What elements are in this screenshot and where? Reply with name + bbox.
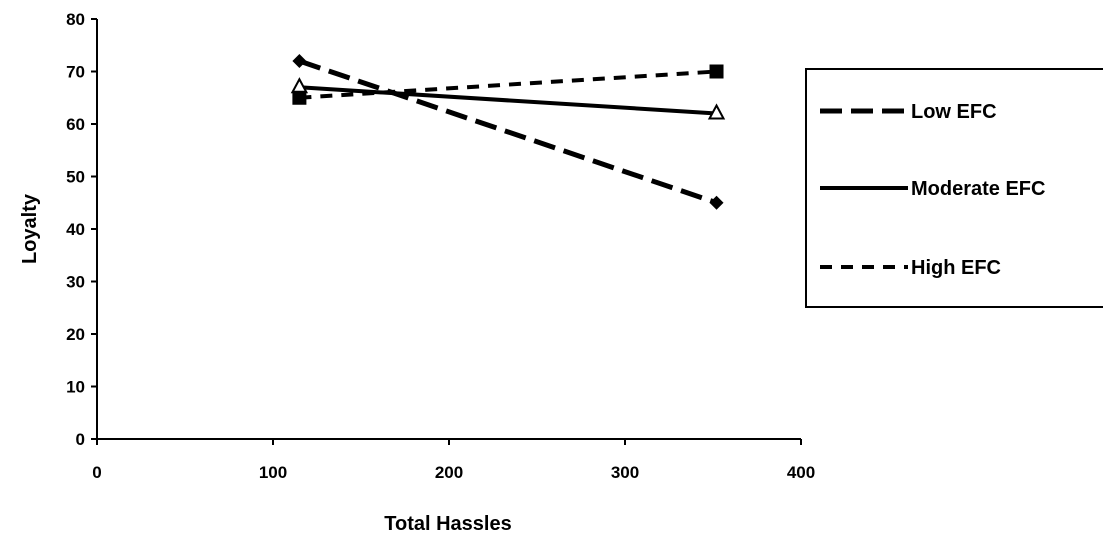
series-line — [299, 69, 717, 100]
y-tick-label: 80 — [66, 10, 85, 29]
y-tick-label: 10 — [66, 378, 85, 397]
series-line — [299, 85, 717, 116]
legend-label: Moderate EFC — [911, 178, 1045, 200]
legend: Low EFC Moderate EFC High EFC — [805, 68, 1103, 308]
x-tick-label: 300 — [611, 463, 639, 482]
series-layer — [290, 54, 726, 210]
diamond-marker — [709, 195, 724, 210]
y-tick-label: 50 — [66, 168, 85, 187]
axes: 0 10 20 30 40 50 60 70 80 0 100 200 300 400 — [66, 10, 815, 482]
series-high-efc — [292, 64, 724, 105]
series-moderate-efc — [290, 77, 726, 120]
y-tick-label: 70 — [66, 63, 85, 82]
y-tick-label: 60 — [66, 115, 85, 134]
y-tick-label: 0 — [76, 430, 85, 449]
series-low-efc — [292, 54, 724, 210]
legend-label: High EFC — [911, 257, 1001, 279]
x-tick-label: 200 — [435, 463, 463, 482]
x-axis-title: Total Hassles — [384, 513, 511, 535]
y-tick-label: 20 — [66, 325, 85, 344]
legend-label: Low EFC — [911, 101, 997, 123]
square-marker — [709, 64, 724, 79]
y-tick-label: 40 — [66, 220, 85, 239]
x-tick-label: 100 — [259, 463, 287, 482]
diamond-marker — [292, 54, 307, 68]
y-tick-label: 30 — [66, 273, 85, 292]
triangle-marker — [707, 103, 726, 120]
x-tick-label: 400 — [787, 463, 815, 482]
x-tick-label: 0 — [92, 463, 101, 482]
series-line — [298, 58, 718, 206]
square-marker — [292, 90, 307, 105]
y-axis-title: Loyalty — [19, 193, 41, 264]
